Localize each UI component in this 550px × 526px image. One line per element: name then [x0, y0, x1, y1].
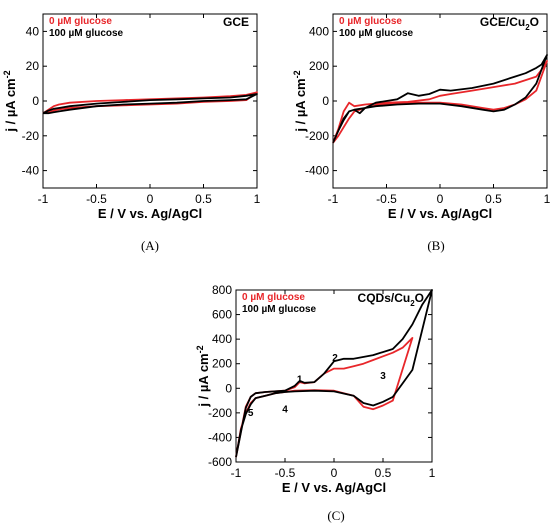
series-line-hundred-glucose — [42, 93, 258, 115]
y-tick-label: 40 — [26, 24, 40, 38]
panel-title-subscript: 2 — [525, 23, 530, 32]
y-tick-label: -20 — [22, 129, 40, 143]
panel-title-tail: O — [530, 15, 539, 29]
plot-frame — [235, 289, 433, 463]
y-axis-label-main: j / µA cm — [293, 78, 308, 132]
peak-annotation: 5 — [248, 408, 254, 419]
panel-c-chart: -1 -0.5 0 0.5 1 -600 -400 -200 0 200 400 600 800 E / … — [195, 283, 436, 523]
y-axis-label-exponent: -2 — [2, 70, 12, 78]
legend-entry-hundred-glucose: 100 µM glucose — [339, 28, 414, 39]
x-tick-label: -0.5 — [275, 466, 296, 480]
legend-entry-zero-glucose: 0 µM glucose — [242, 292, 305, 303]
y-tick-label: 800 — [212, 283, 232, 297]
peak-annotation: 3 — [380, 371, 386, 382]
panel-title-main: GCE — [223, 15, 249, 29]
x-axis-label: E / V vs. Ag/AgCl — [388, 206, 492, 221]
x-tick-label: -1 — [231, 466, 242, 480]
y-tick-label: -400 — [208, 430, 232, 444]
x-tick-label: 1 — [429, 466, 436, 480]
y-axis-label-exponent: -2 — [195, 345, 205, 353]
series-line-zero-glucose — [332, 60, 548, 144]
panel-title-main: GCE/Cu — [480, 15, 525, 29]
peak-annotation: 1 — [297, 374, 303, 385]
peak-annotation: 4 — [282, 405, 288, 416]
panel-title: CQDs/Cu2O — [358, 291, 424, 308]
series-line-hundred-glucose — [235, 289, 433, 458]
y-tick-label: 400 — [309, 24, 329, 38]
series-line-zero-glucose — [42, 91, 258, 115]
legend-entry-zero-glucose: 0 µM glucose — [339, 16, 402, 27]
series-line-hundred-glucose — [332, 54, 548, 144]
x-tick-label: -0.5 — [86, 192, 107, 206]
y-tick-label: 200 — [212, 357, 232, 371]
legend-entry-zero-glucose: 0 µM glucose — [49, 16, 112, 27]
x-tick-label: 0.5 — [195, 192, 212, 206]
y-tick-label: -400 — [305, 164, 329, 178]
panel-a-chart: -1 -0.5 0 0.5 1 -40 -20 0 20 40 E / V vs. Ag/AgCl j… — [2, 13, 261, 253]
y-tick-label: 200 — [309, 59, 329, 73]
y-tick-label: -40 — [22, 164, 40, 178]
panel-label: (C) — [327, 508, 344, 523]
y-tick-label: 20 — [26, 59, 40, 73]
panel-label: (A) — [141, 238, 159, 253]
x-tick-label: -1 — [38, 192, 49, 206]
x-tick-label: 1 — [254, 192, 261, 206]
x-tick-label: 0.5 — [375, 466, 392, 480]
legend-entry-hundred-glucose: 100 µM glucose — [49, 28, 124, 39]
x-tick-label: 1 — [544, 192, 550, 206]
y-tick-label: 0 — [32, 94, 39, 108]
series-line-zero-glucose — [235, 336, 414, 458]
panel-b-chart: -1 -0.5 0 0.5 1 -400 -200 0 200 400 E / V vs. Ag/A… — [292, 13, 550, 253]
panel-title-main: CQDs/Cu — [358, 291, 411, 305]
y-axis-label-exponent: -2 — [292, 70, 302, 78]
x-tick-label: 0 — [437, 192, 444, 206]
x-tick-label: 0.5 — [485, 192, 502, 206]
x-tick-label: -0.5 — [376, 192, 397, 206]
y-tick-label: 0 — [225, 381, 232, 395]
y-axis-label: j / µA cm-2 — [2, 70, 18, 132]
plot-frame — [332, 13, 548, 189]
y-axis-label-main: j / µA cm — [3, 78, 18, 132]
x-axis-label: E / V vs. Ag/AgCl — [98, 206, 202, 221]
y-tick-label: 0 — [322, 94, 329, 108]
y-tick-label: -200 — [208, 406, 232, 420]
y-axis-label: j / µA cm-2 — [292, 70, 308, 132]
y-axis-label: j / µA cm-2 — [195, 345, 211, 407]
panel-title: GCE — [223, 15, 249, 29]
panel-title: GCE/Cu2O — [480, 15, 539, 32]
panel-title-tail: O — [415, 291, 424, 305]
x-tick-label: 0 — [147, 192, 154, 206]
y-tick-label: 600 — [212, 308, 232, 322]
y-axis-label-main: j / µA cm — [196, 353, 211, 407]
x-axis-label: E / V vs. Ag/AgCl — [282, 480, 386, 495]
peak-annotation: 2 — [332, 353, 338, 364]
panel-title-subscript: 2 — [410, 299, 415, 308]
panel-label: (B) — [427, 238, 444, 253]
y-tick-label: -200 — [305, 129, 329, 143]
x-tick-label: -1 — [328, 192, 339, 206]
y-tick-label: 400 — [212, 332, 232, 346]
legend-entry-hundred-glucose: 100 µM glucose — [242, 304, 317, 315]
y-tick-label: -600 — [208, 455, 232, 469]
x-tick-label: 0 — [331, 466, 338, 480]
